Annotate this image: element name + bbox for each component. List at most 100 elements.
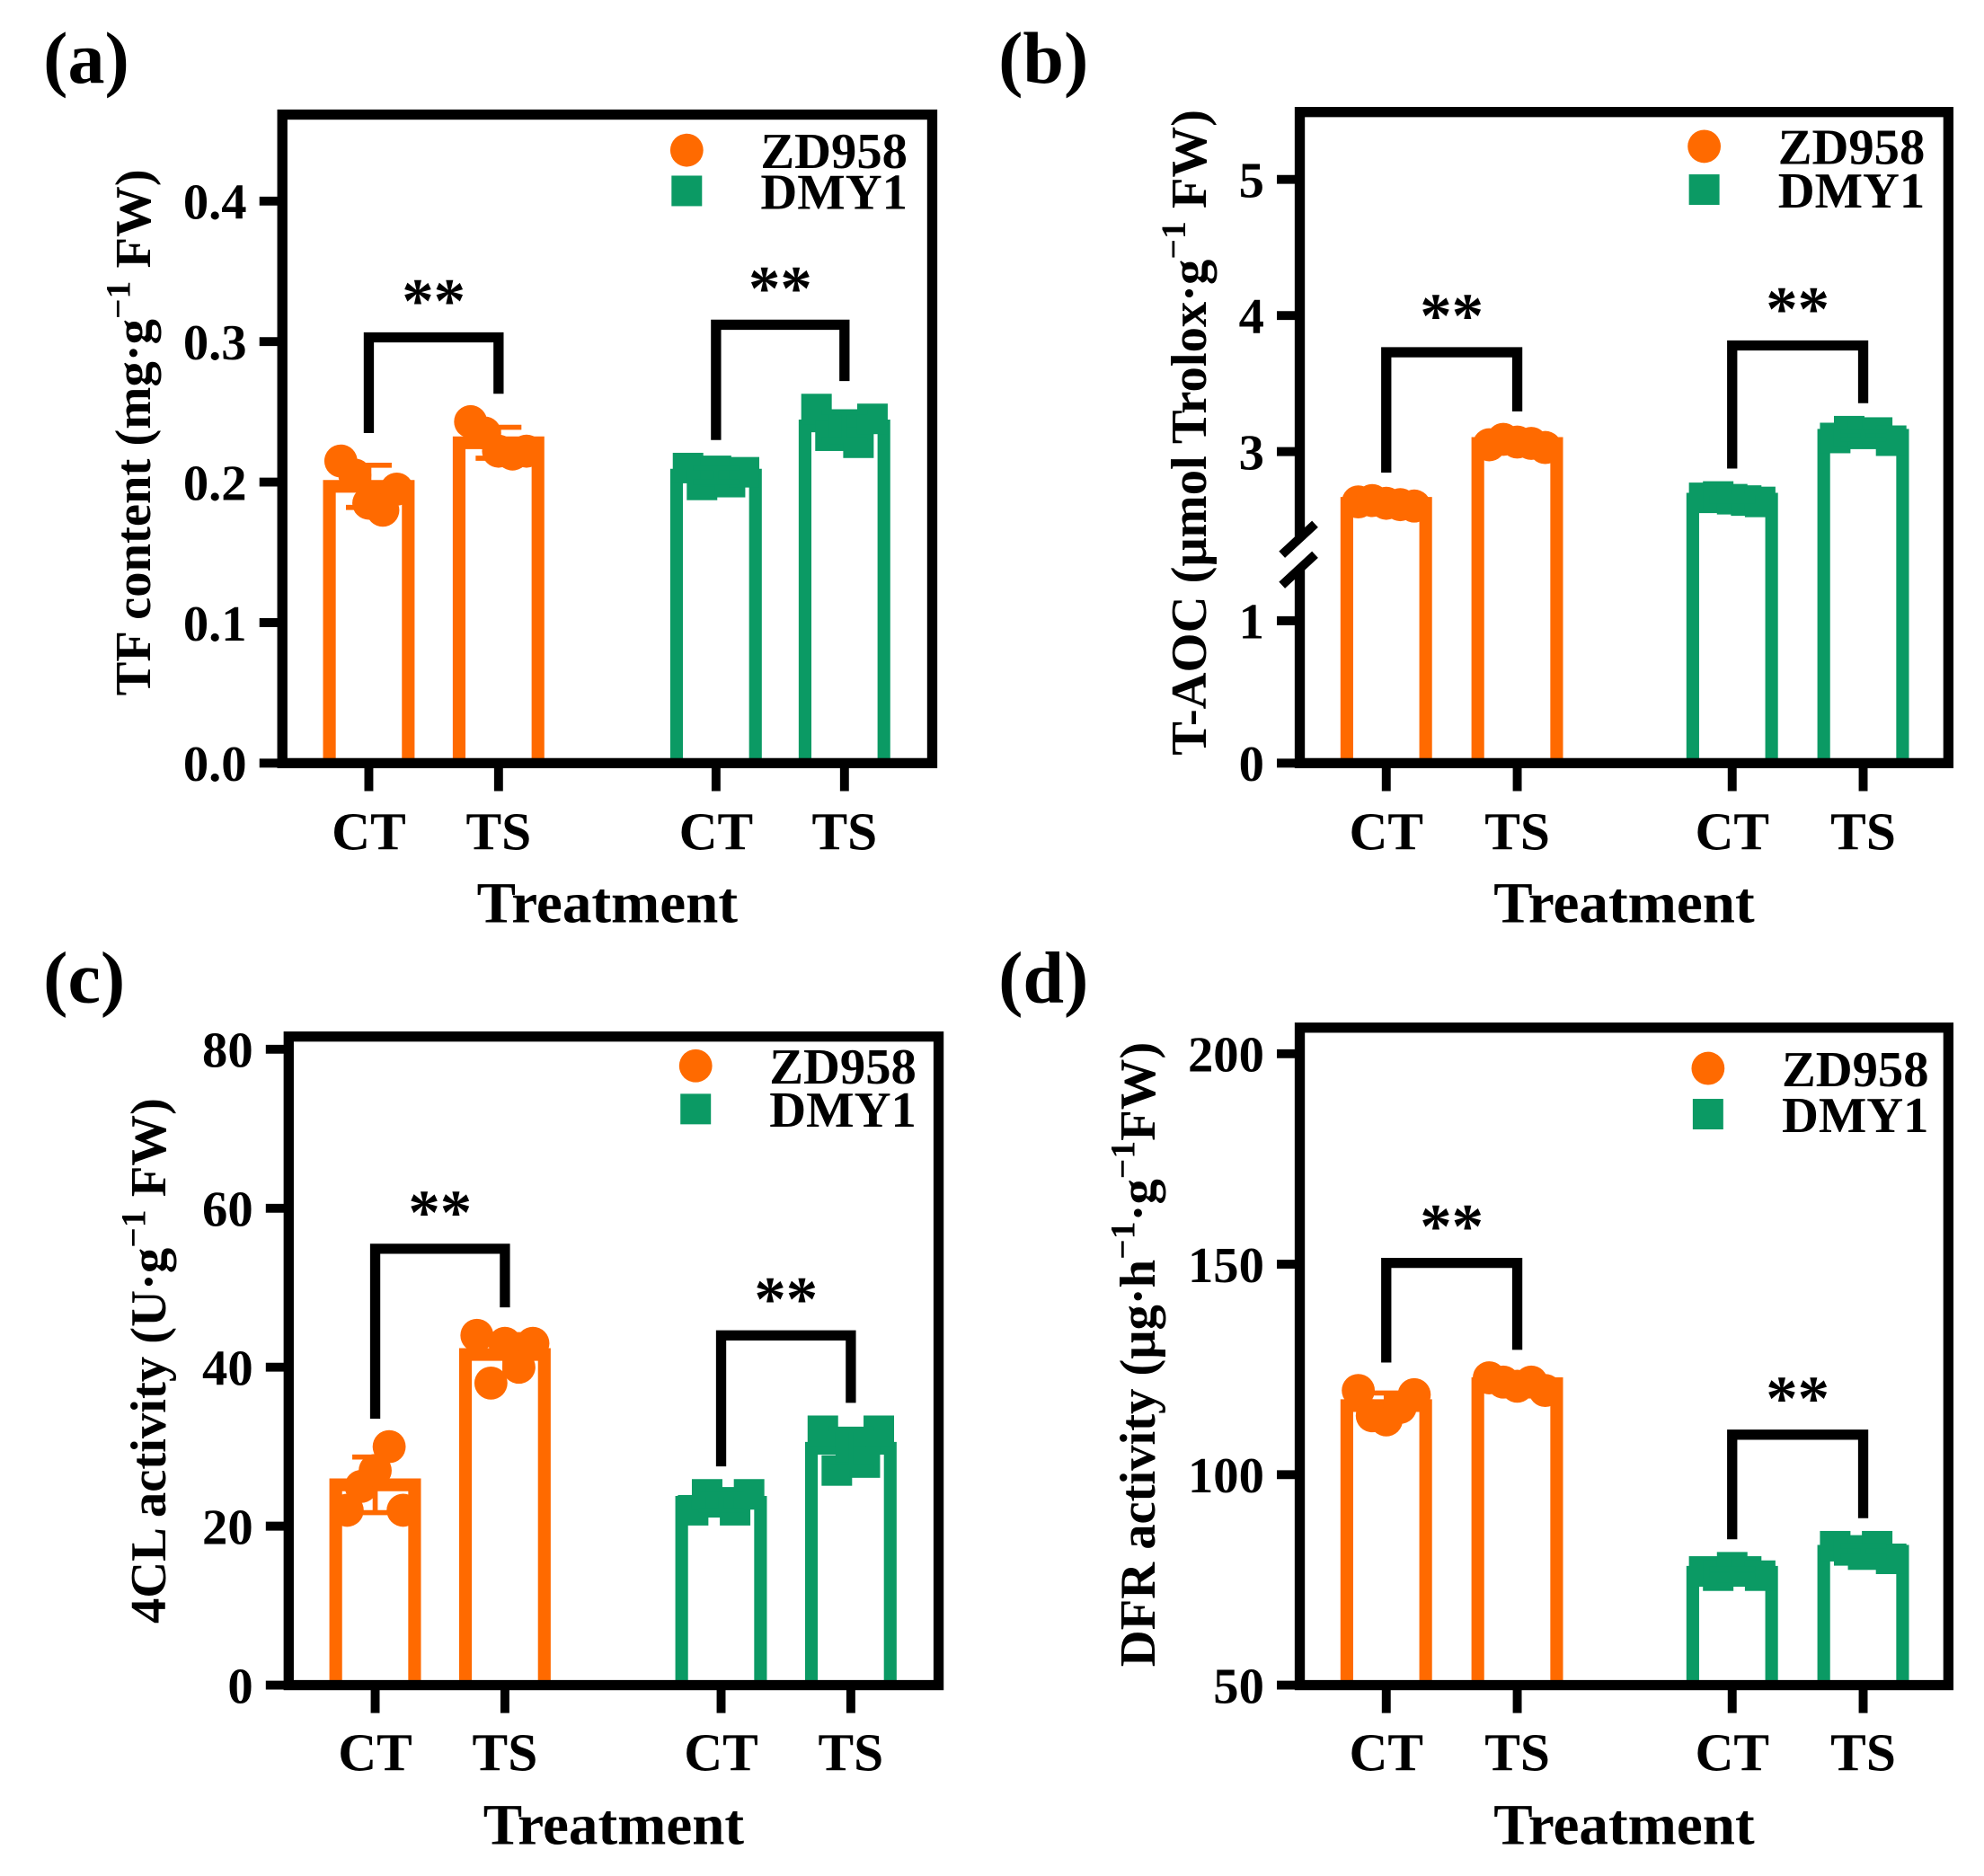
error-bar [1363, 1390, 1410, 1421]
x-tick-label: CT [1695, 802, 1769, 862]
y-tick-label: 5 [1239, 154, 1264, 209]
data-point [516, 1326, 550, 1360]
y-axis-title-superscript: −1 [113, 1209, 153, 1247]
x-tick-label: TS [1484, 802, 1550, 862]
error-bar [1363, 498, 1410, 509]
x-tick-label: CT [338, 1722, 412, 1782]
y-tick-label: 3 [1239, 425, 1264, 481]
data-point [460, 1318, 494, 1352]
significance-bracket [1381, 1257, 1523, 1363]
data-point [849, 1447, 881, 1478]
significance-bracket [1727, 340, 1869, 469]
bar-ZD958-CT [1340, 1399, 1432, 1686]
panel-label: (c) [43, 936, 125, 1018]
y-axis-title-part: DFR activity (μg·h [1111, 1260, 1166, 1667]
significance-label: ** [1420, 281, 1484, 351]
legend-label: DMY1 [1778, 164, 1926, 219]
legend-label: DMY1 [1782, 1088, 1929, 1144]
x-tick-label: CT [679, 802, 754, 862]
plot-frame [283, 1031, 944, 1691]
legend-square-icon [680, 1093, 712, 1125]
legend-label: ZD958 [760, 124, 908, 180]
plot-frame [277, 109, 938, 769]
panel-b: (b) ** ** 0 1 3 4 5 CT TS CT TS Treatment T-AOC (μmol… [998, 17, 1954, 935]
y-tick-label: 100 [1188, 1448, 1264, 1504]
data-point [1397, 1377, 1431, 1411]
significance-label: ** [1766, 275, 1829, 345]
bar-ZD958-TS [1471, 1377, 1563, 1686]
significance-label: ** [408, 1178, 472, 1248]
x-tick-label: TS [1830, 1722, 1896, 1782]
panel-a: (a) ** ** 0.0 0.1 0.2 0.3 0.4 CT TS CT TS Treatment T… [43, 17, 938, 935]
x-tick-label: CT [1695, 1722, 1769, 1782]
y-axis-title-part: T-AOC (μmol Trolox·g [1162, 260, 1218, 756]
y-axis-title: DFR activity (μg·h−1·g−1FW) [1103, 1042, 1167, 1668]
x-tick-label: TS [473, 1722, 538, 1782]
legend-label: ZD958 [769, 1040, 917, 1095]
y-tick-label: 0.3 [183, 315, 247, 371]
y-tick-label: 0 [227, 1659, 252, 1714]
y-tick-label: 40 [202, 1341, 253, 1397]
bar-DMY1-CT [675, 1496, 767, 1686]
significance-label: ** [1420, 1192, 1484, 1262]
data-point [380, 473, 413, 506]
y-tick-label: 0.1 [183, 597, 247, 652]
data-point [1342, 1374, 1376, 1407]
significance-label: ** [402, 267, 465, 337]
significance-label: ** [1766, 1364, 1829, 1434]
data-point [1397, 489, 1431, 523]
significance-bracket [711, 319, 850, 440]
y-axis-title-superscript: −1 [1154, 221, 1193, 259]
panel-label: (a) [43, 17, 129, 99]
x-tick-label: CT [332, 802, 406, 862]
panel-c: (c) ** ** 0 20 40 60 80 CT TS CT TS Treatment 4CL act… [43, 936, 944, 1857]
x-tick-label: CT [1349, 1722, 1423, 1782]
legend-square-icon [671, 175, 703, 207]
bar-ZD958-CT [1340, 497, 1432, 764]
data-point [386, 1493, 421, 1527]
error-bar [698, 1491, 744, 1513]
y-axis-title-superscript: −1 [98, 281, 137, 319]
error-bar [475, 424, 522, 461]
bar-ZD958-TS [1471, 437, 1563, 764]
x-tick-label: TS [1484, 1722, 1550, 1782]
x-tick-label: TS [465, 802, 531, 862]
data-point [801, 394, 832, 425]
y-axis-title: TF content (mg·g−1 FW) [98, 169, 162, 695]
error-bar [345, 462, 392, 510]
y-axis-title: 4CL activity (U·g−1 FW) [113, 1098, 177, 1624]
y-tick-label: 0 [1239, 737, 1264, 792]
y-tick-label: 20 [202, 1500, 253, 1555]
y-axis-title-part: 4CL activity (U·g [121, 1248, 177, 1624]
y-axis-title-part: FW) [1162, 110, 1218, 221]
y-axis-title: T-AOC (μmol Trolox·g−1 FW) [1154, 110, 1218, 756]
legend-circle-icon [669, 133, 704, 167]
x-tick-label: TS [811, 802, 877, 862]
y-axis-title-part: FW) [106, 169, 162, 280]
x-axis-title: Treatment [483, 1792, 745, 1857]
y-tick-label: 80 [202, 1023, 253, 1079]
legend-square-icon [1692, 1099, 1723, 1130]
bar-ZD958-TS [452, 436, 545, 764]
data-point [1528, 1374, 1563, 1407]
bar-DMY1-TS [798, 419, 890, 764]
y-tick-label: 1 [1239, 595, 1264, 650]
significance-label: ** [754, 1264, 818, 1334]
y-tick-label: 0.2 [183, 456, 247, 511]
x-tick-label: CT [684, 1722, 758, 1782]
y-tick-label: 200 [1188, 1028, 1264, 1084]
x-axis-title: Treatment [1493, 1792, 1755, 1857]
y-tick-label: 4 [1239, 289, 1264, 345]
y-axis-title-part: FW) [1111, 1042, 1166, 1141]
error-bar [693, 465, 740, 485]
significance-label: ** [748, 253, 812, 323]
legend-label: ZD958 [1782, 1042, 1929, 1098]
significance-bracket [1727, 1429, 1869, 1540]
error-bar [1709, 1566, 1756, 1579]
significance-bracket [369, 1243, 510, 1420]
legend-label: DMY1 [760, 164, 907, 220]
legend-circle-icon [678, 1049, 713, 1083]
y-axis-title-part: FW) [121, 1098, 177, 1209]
legend-square-icon [1688, 174, 1720, 206]
